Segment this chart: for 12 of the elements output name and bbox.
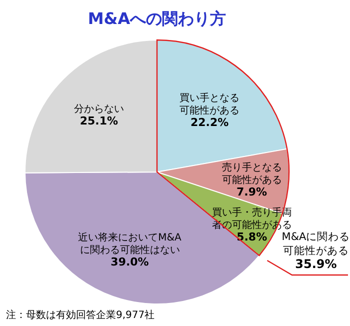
- chart-title: M&Aへの関わり方: [88, 9, 226, 28]
- slice-label: 買い手となる可能性がある: [180, 92, 240, 116]
- data-label: 5.8%: [236, 230, 268, 244]
- slice-label: 売り手となる可能性がある: [222, 161, 282, 186]
- data-label: 39.0%: [110, 256, 149, 269]
- data-label: 22.2%: [190, 116, 229, 129]
- slice-label: 分からない: [74, 103, 124, 116]
- text: 注：母数は有効回答企業9,977社: [6, 309, 155, 321]
- text: M&Aに関わる可能性がある35.9%: [282, 231, 350, 271]
- data-label: 25.1%: [80, 114, 118, 128]
- slice-label: 近い将来においてM&Aに関わる可能性はない: [78, 232, 182, 256]
- data-label: 7.9%: [236, 185, 268, 198]
